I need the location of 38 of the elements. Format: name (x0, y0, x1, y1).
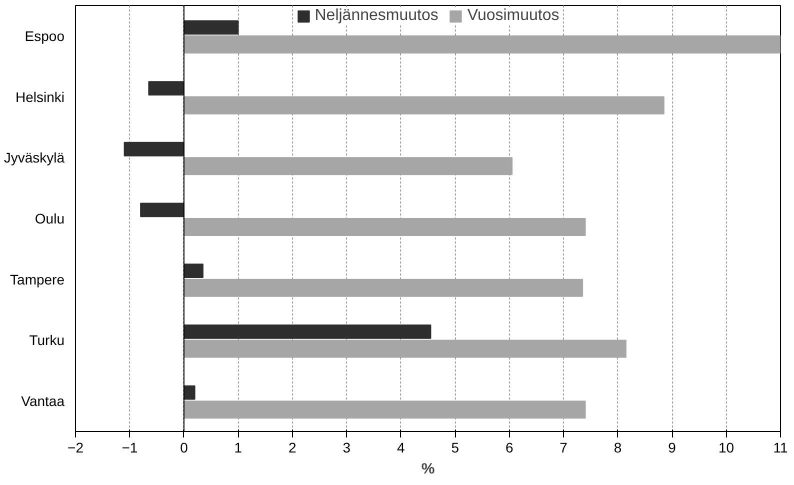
x-tick-label: 3 (342, 440, 351, 456)
x-tick-label: −2 (68, 440, 84, 456)
bar (183, 218, 586, 236)
y-tick-label: Helsinki (15, 88, 64, 105)
y-tick-label: Espoo (24, 28, 65, 44)
y-tick-label: Jyväskylä (4, 150, 65, 166)
bar (183, 264, 204, 278)
x-tick-label: 2 (288, 440, 297, 456)
x-tick-label: 1 (234, 440, 242, 456)
x-tick-label: 9 (668, 440, 676, 456)
x-tick-label: 0 (180, 440, 188, 456)
x-tick-label: 7 (560, 440, 568, 456)
legend-label: Vuosimuutos (467, 7, 560, 25)
y-tick-label: Tampere (10, 271, 65, 288)
legend-label: Neljännesmuutos (314, 7, 438, 25)
x-tick-label: 8 (614, 440, 622, 456)
bar (124, 142, 184, 156)
bar (140, 202, 184, 218)
x-tick-label: 5 (451, 440, 460, 456)
bar (183, 20, 239, 35)
x-tick-label: 11 (773, 440, 788, 456)
x-tick-label: 4 (396, 440, 405, 456)
y-tick-label: Turku (29, 332, 65, 348)
y-tick-label: Oulu (34, 210, 65, 226)
bar (183, 400, 586, 419)
x-tick-label: 6 (505, 440, 514, 456)
bar (183, 340, 626, 358)
y-tick-label: Vantaa (21, 393, 65, 410)
bar (183, 324, 432, 339)
bar (148, 81, 184, 96)
x-tick-label: −1 (122, 440, 138, 456)
bar (183, 157, 513, 176)
bar (183, 96, 664, 114)
x-axis-title: % (421, 460, 435, 478)
x-tick-label: 10 (718, 440, 734, 456)
bar (183, 385, 196, 400)
bar (183, 35, 780, 54)
bar (183, 278, 584, 297)
